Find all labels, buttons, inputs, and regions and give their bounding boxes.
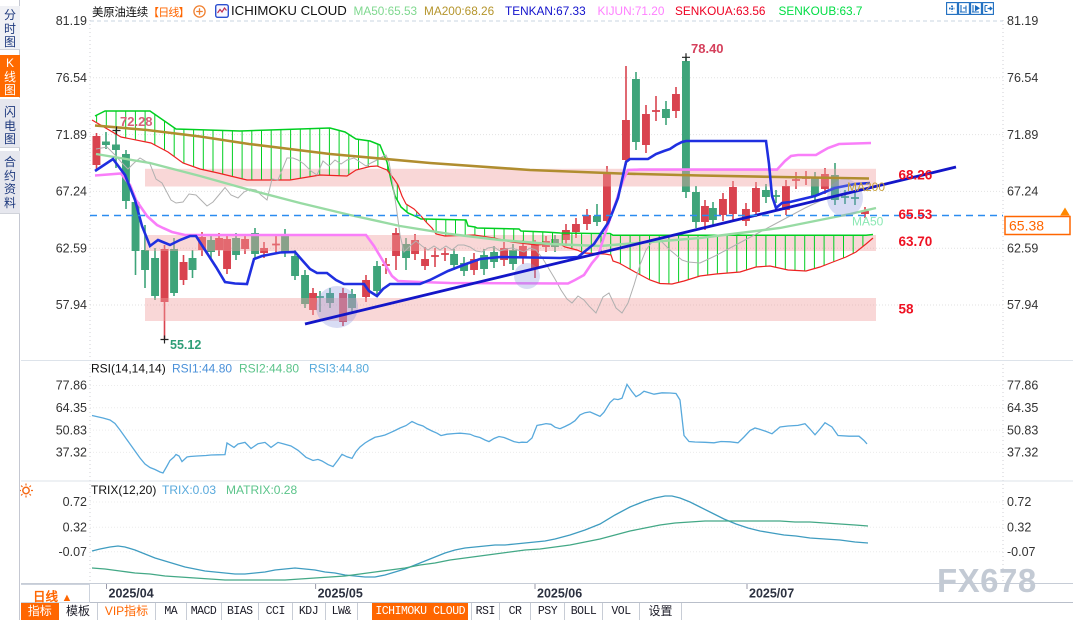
svg-text:81.19: 81.19 [1007,14,1038,28]
svg-text:65.38: 65.38 [1009,218,1044,234]
svg-text:RSI1:44.80: RSI1:44.80 [172,362,232,376]
svg-text:-0.07: -0.07 [59,545,88,559]
svg-text:62.59: 62.59 [1007,241,1038,255]
svg-text:2025/05: 2025/05 [318,587,363,601]
svg-text:67.24: 67.24 [56,185,87,199]
svg-text:RSI(14,14,14): RSI(14,14,14) [91,362,166,376]
svg-text:76.54: 76.54 [56,71,87,85]
svg-text:64.35: 64.35 [56,401,87,415]
svg-text:50.83: 50.83 [56,423,87,437]
svg-text:0.72: 0.72 [63,495,87,509]
svg-text:0.72: 0.72 [1007,495,1031,509]
svg-text:MATRIX:0.28: MATRIX:0.28 [226,483,297,497]
svg-text:63.70: 63.70 [899,234,933,249]
svg-text:0.32: 0.32 [1007,520,1031,534]
svg-text:50.83: 50.83 [1007,423,1038,437]
svg-text:55.12: 55.12 [170,338,201,352]
svg-text:77.86: 77.86 [56,379,87,393]
svg-text:65.53: 65.53 [899,207,933,222]
svg-text:62.59: 62.59 [56,241,87,255]
svg-text:TRIX(12,20): TRIX(12,20) [91,483,156,497]
svg-text:68.26: 68.26 [899,168,933,183]
svg-text:RSI2:44.80: RSI2:44.80 [239,362,299,376]
svg-text:2025/07: 2025/07 [749,587,794,601]
svg-text:0.32: 0.32 [63,520,87,534]
svg-text:FX678: FX678 [937,562,1037,599]
svg-text:67.24: 67.24 [1007,185,1038,199]
svg-text:2025/04: 2025/04 [109,587,154,601]
svg-text:37.32: 37.32 [1007,446,1038,460]
svg-text:58: 58 [899,302,915,317]
svg-text:37.32: 37.32 [56,446,87,460]
svg-text:72.28: 72.28 [120,114,153,129]
svg-text:81.19: 81.19 [56,14,87,28]
svg-text:TRIX:0.03: TRIX:0.03 [162,483,216,497]
svg-text:2025/06: 2025/06 [537,587,582,601]
svg-text:-0.07: -0.07 [1007,545,1036,559]
svg-text:57.94: 57.94 [1007,298,1038,312]
svg-text:64.35: 64.35 [1007,401,1038,415]
svg-text:MA50: MA50 [852,215,884,229]
svg-text:78.40: 78.40 [691,41,724,56]
svg-text:71.89: 71.89 [56,128,87,142]
svg-text:57.94: 57.94 [56,298,87,312]
svg-text:76.54: 76.54 [1007,71,1038,85]
svg-text:RSI3:44.80: RSI3:44.80 [309,362,369,376]
svg-text:77.86: 77.86 [1007,379,1038,393]
svg-text:71.89: 71.89 [1007,128,1038,142]
svg-text:MA200: MA200 [847,180,885,194]
